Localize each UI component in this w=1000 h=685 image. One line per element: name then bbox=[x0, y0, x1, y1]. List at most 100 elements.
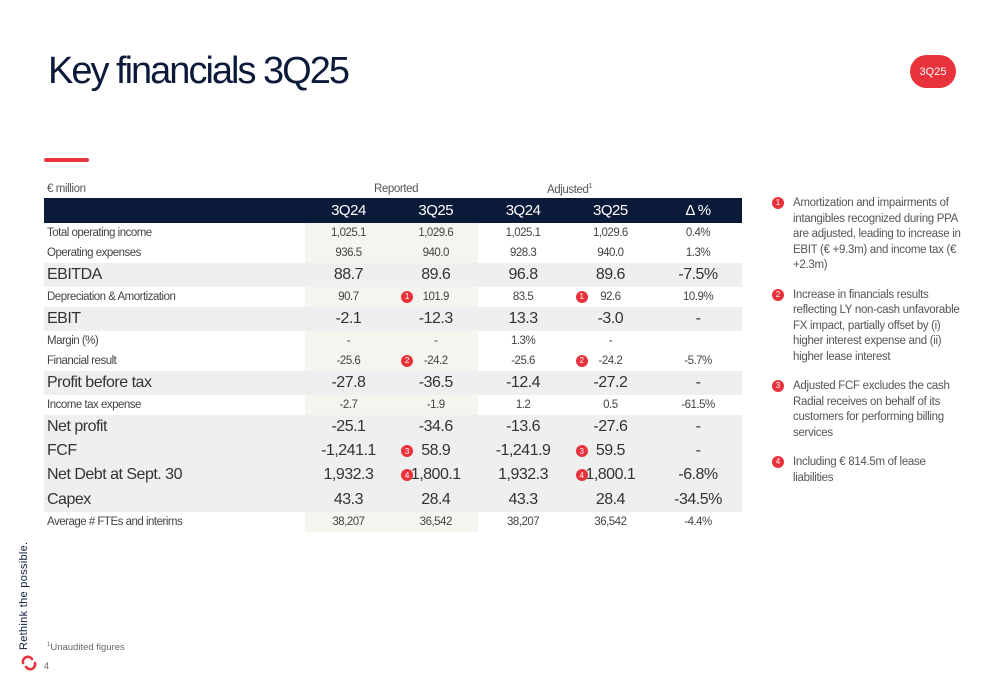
cell: -25.6 bbox=[305, 355, 392, 367]
cell-value: -5.7% bbox=[684, 354, 712, 367]
cell-value: 1,029.6 bbox=[592, 226, 628, 239]
cell-value: 43.3 bbox=[333, 490, 364, 508]
row-label: FCF bbox=[47, 442, 77, 460]
row-label: Capex bbox=[47, 490, 91, 508]
cell: 89.6 bbox=[392, 266, 479, 284]
cell: - bbox=[392, 335, 479, 347]
cell-value: -1.9 bbox=[426, 398, 445, 411]
note-item: 4 Including € 814.5m of lease liabilities bbox=[772, 455, 962, 486]
cell: 4 1,800.1 bbox=[567, 466, 654, 484]
note-badge: 3 bbox=[575, 445, 588, 458]
cell-value: -12.3 bbox=[418, 309, 453, 327]
cell-value: -61.5% bbox=[681, 398, 715, 411]
cell-value: -36.5 bbox=[418, 373, 453, 391]
cell: -27.2 bbox=[567, 374, 654, 392]
cell-value: 58.9 bbox=[421, 442, 451, 460]
cell: -34.5% bbox=[654, 491, 742, 509]
cell-value: 1.3% bbox=[685, 246, 711, 259]
cell: -2.1 bbox=[305, 310, 392, 328]
cell-value: -13.6 bbox=[506, 417, 541, 435]
cell-value: - bbox=[695, 417, 701, 435]
cell: 4 1,800.1 bbox=[392, 466, 479, 484]
cell: 3 59.5 bbox=[567, 442, 654, 460]
cell: 1 92.6 bbox=[567, 290, 654, 303]
cell: 3 58.9 bbox=[392, 442, 479, 460]
cell: 1.3% bbox=[654, 247, 742, 259]
table-header: 3Q24 3Q25 3Q24 3Q25 Δ % bbox=[44, 198, 742, 223]
cell-value: 38,207 bbox=[506, 515, 540, 528]
note-text: Adjusted FCF excludes the cash Radial re… bbox=[793, 380, 950, 439]
cell-value: - bbox=[608, 334, 613, 347]
cell-value: 59.5 bbox=[595, 442, 626, 460]
cell: 36,542 bbox=[392, 516, 479, 528]
row-label: Net Debt at Sept. 30 bbox=[47, 466, 182, 484]
table-row: Depreciation & Amortization 90.7 1 101.9 83.… bbox=[44, 287, 742, 307]
cell-value: -12.4 bbox=[506, 373, 541, 391]
cell-value: 1.3% bbox=[510, 334, 536, 347]
note-badge: 3 bbox=[772, 380, 784, 392]
cell: 0.4% bbox=[654, 227, 742, 239]
cell: -25.6 bbox=[479, 355, 566, 367]
cell-value: 13.3 bbox=[508, 309, 539, 327]
financials-table: 3Q24 3Q25 3Q24 3Q25 Δ % Total operating … bbox=[44, 198, 742, 532]
cell: - bbox=[567, 335, 654, 347]
table-row: Net Debt at Sept. 30 1,932.3 4 1,800.1 1,932… bbox=[44, 463, 742, 488]
cell: 1.3% bbox=[479, 335, 566, 347]
cell: - bbox=[654, 310, 742, 328]
cell-value: -24.2 bbox=[423, 354, 448, 367]
cell-value: 28.4 bbox=[595, 490, 626, 508]
cell-value: 89.6 bbox=[595, 265, 626, 283]
cell: 96.8 bbox=[479, 266, 566, 284]
cell-value: -25.1 bbox=[331, 417, 366, 435]
row-label: Total operating income bbox=[47, 226, 152, 239]
cell-value: -34.5% bbox=[674, 490, 722, 508]
cell: 1.2 bbox=[479, 399, 566, 411]
row-label: EBITDA bbox=[47, 265, 102, 283]
note-item: 1 Amortization and impairments of intangi… bbox=[772, 196, 962, 274]
cell-value: -4.4% bbox=[684, 515, 712, 528]
cell-value: - bbox=[434, 334, 438, 347]
col-header: 3Q24 bbox=[331, 202, 366, 219]
cell: 88.7 bbox=[305, 266, 392, 284]
cell-value: 10.9% bbox=[682, 290, 714, 303]
cell-value: 83.5 bbox=[512, 290, 534, 303]
table-row: FCF -1,241.1 3 58.9 -1,241.9 3 59.5- bbox=[44, 438, 742, 464]
col-header: 3Q25 bbox=[418, 202, 454, 219]
cell: -1.9 bbox=[392, 399, 479, 411]
note-text: Including € 814.5m of lease liabilities bbox=[793, 456, 926, 484]
page-title: Key financials 3Q25 bbox=[48, 50, 350, 92]
cell: -1,241.9 bbox=[479, 442, 566, 460]
note-badge: 1 bbox=[772, 197, 784, 209]
cell-value: 1,800.1 bbox=[410, 466, 461, 484]
cell-value: 1,800.1 bbox=[585, 466, 636, 484]
cell-value: -27.6 bbox=[593, 417, 628, 435]
note-badge: 2 bbox=[772, 288, 784, 301]
cell-value: 36,542 bbox=[594, 515, 627, 528]
cell: 1,029.6 bbox=[567, 227, 654, 239]
cell: 1,025.1 bbox=[479, 227, 566, 239]
cell: 38,207 bbox=[305, 516, 392, 528]
cell-value: 101.9 bbox=[422, 290, 450, 303]
cell-value: 0.5 bbox=[603, 398, 618, 411]
footnote-text: Unaudited figures bbox=[50, 642, 125, 654]
col-header: 3Q24 bbox=[505, 202, 541, 219]
cell: - bbox=[654, 418, 742, 436]
cell: 10.9% bbox=[654, 291, 742, 303]
col-header: Δ % bbox=[685, 202, 711, 219]
cell: 2 -24.2 bbox=[392, 354, 479, 367]
cell: -5.7% bbox=[654, 355, 742, 367]
cell: 89.6 bbox=[567, 266, 654, 284]
row-label: Margin (%) bbox=[47, 334, 99, 347]
cell: -6.8% bbox=[654, 466, 742, 484]
group-adjusted-label: Adjusted bbox=[547, 183, 589, 196]
table-row: Financial result -25.6 2 -24.2 -25.6 2 -24.2 -5… bbox=[44, 351, 742, 371]
cell-value: -1,241.1 bbox=[321, 442, 376, 460]
note-badge: 1 bbox=[401, 290, 414, 303]
page-number: 4 bbox=[44, 661, 50, 671]
cell-value: -1,241.9 bbox=[495, 442, 551, 460]
cell: -4.4% bbox=[654, 516, 742, 528]
group-adjusted: Adjusted1 bbox=[547, 183, 592, 196]
cell: -61.5% bbox=[654, 399, 742, 411]
table-row: Profit before tax -27.8 -36.5 -12.4 -27.2 - bbox=[44, 370, 742, 395]
note-badge: 4 bbox=[575, 469, 588, 482]
